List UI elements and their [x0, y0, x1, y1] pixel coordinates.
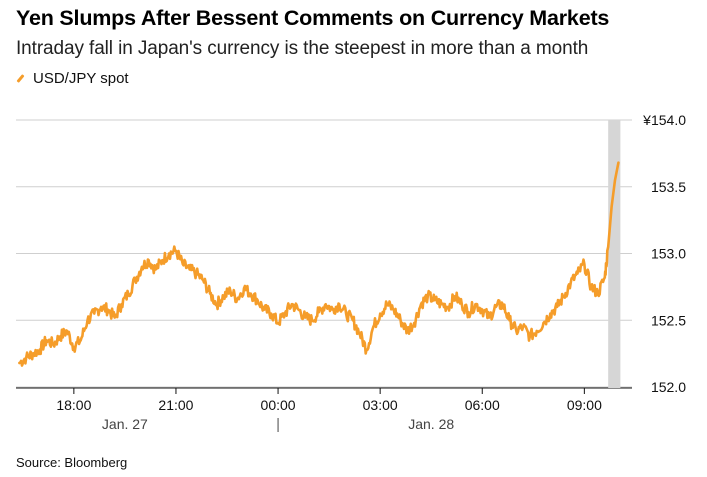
y-tick-label: 153.5	[651, 179, 686, 195]
y-tick-label: 153.0	[651, 246, 686, 262]
x-tick-label: 06:00	[465, 397, 500, 413]
chart-subtitle: Intraday fall in Japan's currency is the…	[16, 38, 589, 59]
x-tick-label: 09:00	[567, 397, 602, 413]
x-tick-label: 00:00	[261, 397, 296, 413]
highlight-band	[608, 120, 621, 388]
y-tick-label: 152.5	[651, 312, 686, 328]
source-note: Source: Bloomberg	[16, 455, 128, 470]
date-label: Jan. 28	[408, 416, 454, 432]
x-tick-label: 18:00	[56, 397, 91, 413]
y-tick-label: 152.0	[651, 379, 686, 395]
legend-label: USD/JPY spot	[33, 70, 129, 87]
y-tick-label: ¥154.0	[642, 112, 686, 128]
x-tick-label: 21:00	[158, 397, 193, 413]
series-line-usdjpy	[18, 161, 620, 367]
legend: USD/JPY spot	[16, 70, 129, 87]
date-label: Jan. 27	[102, 416, 148, 432]
x-tick-label: 03:00	[363, 397, 398, 413]
chart-title: Yen Slumps After Bessent Comments on Cur…	[16, 6, 610, 30]
